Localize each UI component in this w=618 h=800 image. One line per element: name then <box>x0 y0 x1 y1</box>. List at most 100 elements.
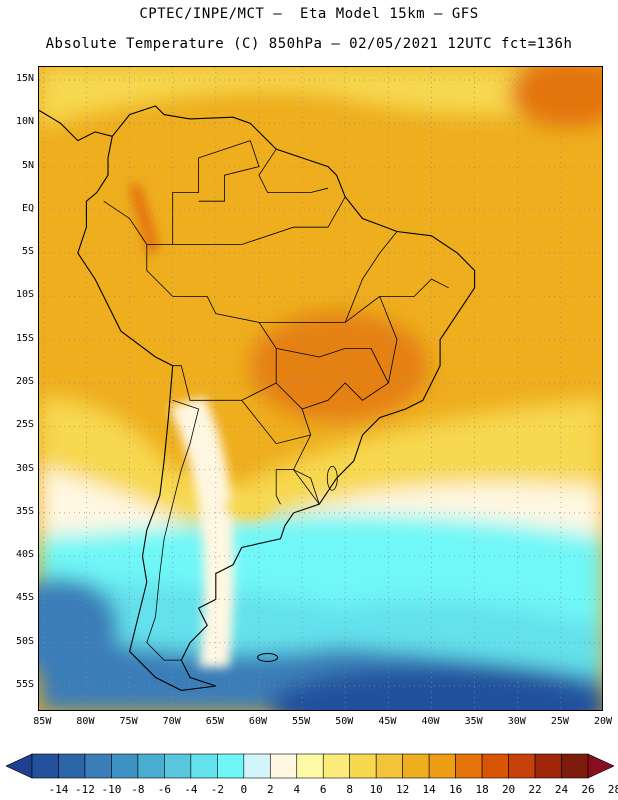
colorbar-tick-label: -12 <box>75 783 95 796</box>
colorbar-swatch <box>561 753 589 779</box>
latitude-label: 25S <box>15 419 34 431</box>
country-border <box>344 231 398 323</box>
colorbar-swatch <box>269 753 298 779</box>
central-america-coastline <box>39 109 113 142</box>
field-region <box>224 495 274 519</box>
longitude-label: 65W <box>205 716 224 727</box>
colorbar-tick-label: 4 <box>293 783 301 796</box>
falkland-islands <box>257 652 279 662</box>
longitude-label: 80W <box>76 716 95 727</box>
longitude-label: 55W <box>292 716 311 727</box>
latitude-label: 50S <box>15 635 34 647</box>
country-border <box>146 140 251 245</box>
country-border <box>172 296 277 401</box>
latitude-label: 40S <box>15 549 34 561</box>
temperature-colorbar <box>6 753 614 779</box>
latitude-label: 35S <box>15 505 34 517</box>
country-border <box>293 434 320 505</box>
colorbar-tick-label: 14 <box>422 783 436 796</box>
colorbar-swatch <box>322 753 351 779</box>
colorbar-tick-label: 0 <box>240 783 248 796</box>
country-border <box>172 196 346 245</box>
longitude-label: 25W <box>550 716 569 727</box>
country-border <box>103 200 173 297</box>
map-title-line-1: CPTEC/INPE/MCT – Eta Model 15km – GFS <box>139 6 479 22</box>
colorbar-tick-label: 12 <box>396 783 410 796</box>
lat-lon-grid <box>39 67 602 710</box>
colorbar-tick-label: -4 <box>184 783 198 796</box>
colorbar-tick-label: -6 <box>157 783 171 796</box>
country-border <box>379 278 449 297</box>
latitude-label: 10N <box>15 116 34 128</box>
colorbar-tick-label: 16 <box>448 783 463 796</box>
longitude-label: 20W <box>593 716 613 727</box>
colorbar-max-arrow <box>587 753 614 779</box>
colorbar-swatch <box>428 753 456 779</box>
latitude-label: EQ <box>21 202 34 214</box>
colorbar-tick-label: 20 <box>501 783 516 796</box>
colorbar-swatch <box>402 753 430 779</box>
colorbar-tick-label: -2 <box>210 783 224 796</box>
map-title-line-2: Absolute Temperature (C) 850hPa – 02/05/… <box>45 36 573 52</box>
latitude-label: 5S <box>21 246 34 258</box>
field-region <box>129 182 159 257</box>
colorbar-swatch <box>534 753 562 779</box>
field-region <box>269 667 602 710</box>
field-region <box>169 397 234 667</box>
lagoon-outline <box>326 465 338 491</box>
longitude-label: 45W <box>378 716 397 727</box>
colorbar-swatch <box>31 753 59 779</box>
field-region <box>39 577 119 677</box>
latitude-label: 5N <box>21 159 34 171</box>
colorbar-tick-label: 8 <box>346 783 354 796</box>
latitude-label: 45S <box>15 592 34 604</box>
longitude-label: 40W <box>421 716 440 727</box>
latitude-label: 55S <box>15 679 34 691</box>
country-border <box>276 348 389 384</box>
longitude-label: 60W <box>248 716 267 727</box>
colorbar-swatch <box>349 753 377 779</box>
latitude-label: 20S <box>15 376 34 387</box>
colorbar-swatch <box>137 753 165 779</box>
colorbar-swatch <box>164 753 192 779</box>
temperature-map <box>38 66 603 711</box>
colorbar-tick-label: 28 <box>607 783 618 796</box>
longitude-label: 75W <box>119 716 138 727</box>
temperature-field <box>39 67 602 710</box>
colorbar-tick-label: 22 <box>528 783 542 796</box>
colorbar-tick-label: 24 <box>554 783 569 796</box>
colorbar-min-arrow <box>6 753 33 779</box>
longitude-label: 30W <box>507 716 526 727</box>
colorbar-swatch <box>190 753 218 779</box>
colorbar-swatch <box>481 753 509 779</box>
colorbar-swatch <box>296 753 324 779</box>
longitude-label: 70W <box>162 716 181 727</box>
country-border <box>275 469 320 505</box>
country-border <box>198 140 260 202</box>
longitude-label: 50W <box>335 716 354 727</box>
colorbar-swatch <box>243 753 271 779</box>
field-region <box>39 67 602 127</box>
field-region <box>509 67 602 127</box>
colorbar-swatch <box>58 753 86 779</box>
longitude-label: 35W <box>464 716 483 727</box>
map-canvas <box>39 67 602 710</box>
colorbar-tick-label: 10 <box>369 783 383 796</box>
colorbar-swatch <box>455 753 483 779</box>
colorbar-tick-label: -14 <box>48 783 69 796</box>
latitude-label: 10S <box>15 289 34 301</box>
colorbar-tick-label: 18 <box>475 783 489 796</box>
country-border <box>258 148 329 193</box>
colorbar-swatch <box>84 753 112 779</box>
colorbar-tick-label: 2 <box>266 783 274 796</box>
colorbar-tick-label: -8 <box>131 783 145 796</box>
country-border <box>146 399 200 661</box>
colorbar-swatch <box>217 753 245 779</box>
continent-coastline <box>77 105 476 691</box>
colorbar-tick-label: -10 <box>101 783 122 796</box>
longitude-label: 85W <box>33 716 52 727</box>
coastlines-and-borders <box>39 105 476 691</box>
latitude-label: 30S <box>15 462 34 474</box>
colorbar-tick-label: 6 <box>319 783 327 796</box>
colorbar-tick-label: 26 <box>581 783 595 796</box>
